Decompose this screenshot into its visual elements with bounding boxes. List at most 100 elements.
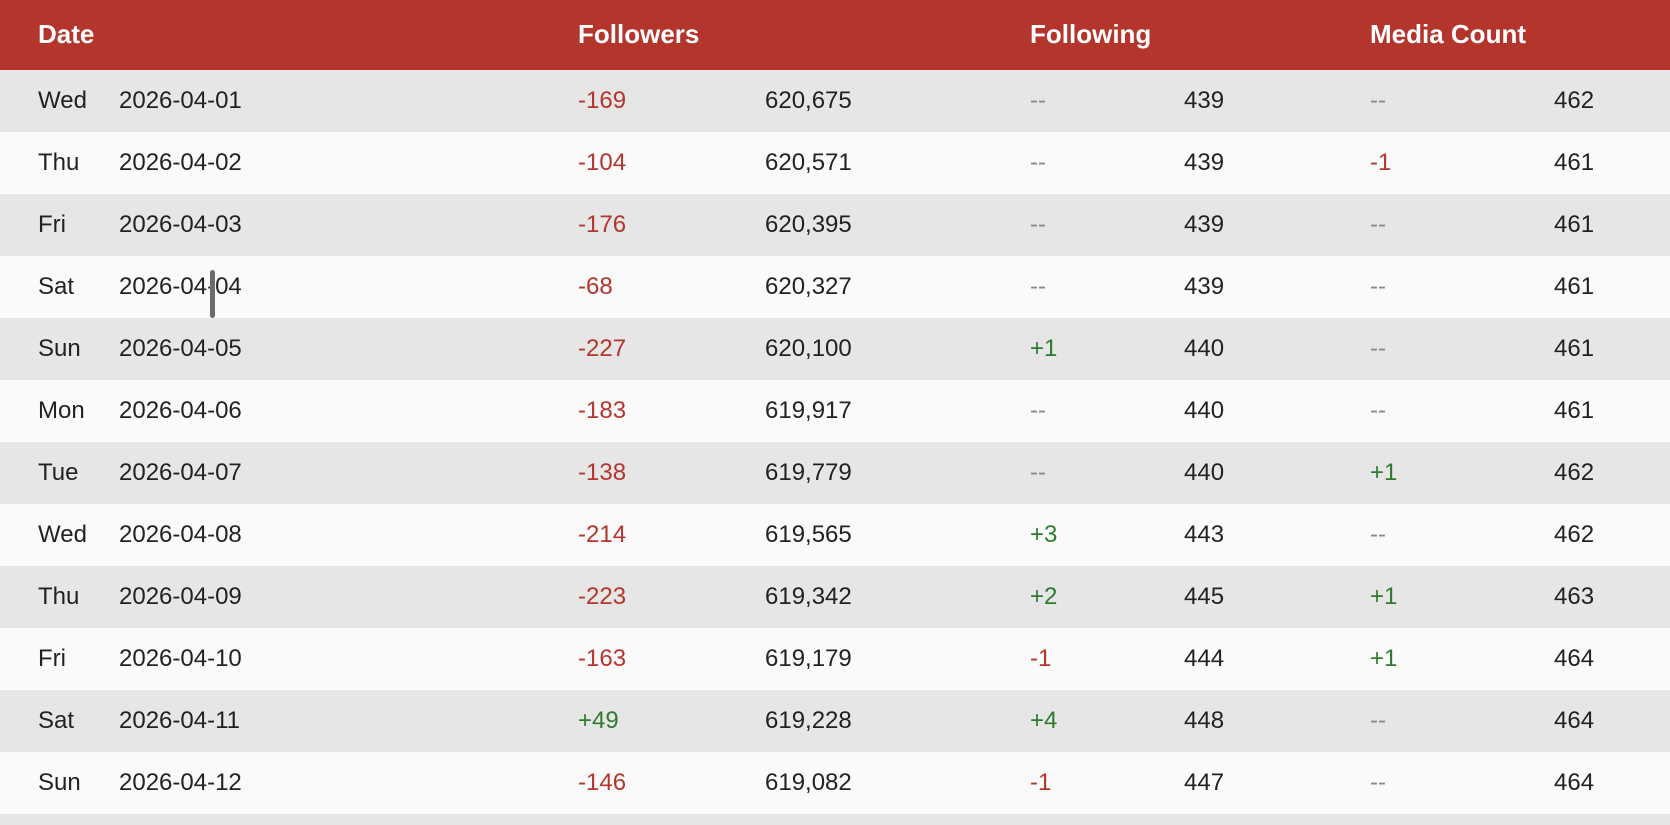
- followers-change-cell: -146: [578, 769, 627, 796]
- following-value-cell: 448: [1184, 707, 1225, 734]
- following-change-cell: +4: [1030, 707, 1058, 734]
- media-change-cell: --: [1370, 335, 1386, 362]
- day-cell: Wed: [38, 521, 87, 548]
- date-cell: 2026-04-06: [119, 397, 242, 424]
- followers-value-cell: 619,082: [765, 769, 852, 796]
- date-cell: 2026-04-09: [119, 583, 242, 610]
- followers-value-cell: 620,100: [765, 335, 852, 362]
- media-value-cell: 464: [1554, 645, 1595, 672]
- following-value-cell: 443: [1184, 521, 1225, 548]
- followers-change-cell: -183: [578, 397, 627, 424]
- following-change-cell: +2: [1030, 583, 1058, 610]
- followers-change-cell: -176: [578, 211, 627, 238]
- media-change-cell: +1: [1370, 645, 1398, 672]
- followers-change-cell: -214: [578, 521, 627, 548]
- followers-value-cell: 619,228: [765, 707, 852, 734]
- table-row: Wed 2026-04-08 -214 619,565 +3 443 -- 462: [0, 504, 1670, 566]
- table-row: Wed 2026-04-01 -169 620,675 -- 439 -- 462: [0, 70, 1670, 132]
- table-row: Sat 2026-04-04 -68 620,327 -- 439 -- 461: [0, 256, 1670, 318]
- following-value-cell: 440: [1184, 459, 1225, 486]
- header-media-count[interactable]: Media Count: [1370, 19, 1526, 49]
- following-value-cell: 439: [1184, 149, 1225, 176]
- drag-handle[interactable]: [210, 270, 215, 318]
- media-value-cell: 462: [1554, 459, 1595, 486]
- followers-value-cell: 620,571: [765, 149, 852, 176]
- table-header: Date Followers Following Media Count: [0, 0, 1670, 70]
- date-cell: 2026-04-04: [119, 273, 242, 300]
- followers-change-cell: -227: [578, 335, 627, 362]
- date-cell: 2026-04-05: [119, 335, 242, 362]
- media-change-cell: --: [1370, 707, 1386, 734]
- following-change-cell: --: [1030, 87, 1046, 114]
- media-value-cell: 463: [1554, 583, 1595, 610]
- following-value-cell: 440: [1184, 397, 1225, 424]
- following-change-cell: --: [1030, 273, 1046, 300]
- header-following[interactable]: Following: [1030, 19, 1152, 49]
- media-change-cell: --: [1370, 521, 1386, 548]
- media-value-cell: 461: [1554, 397, 1595, 424]
- day-cell: Fri: [38, 211, 66, 238]
- day-cell: Mon: [38, 397, 85, 424]
- date-cell: 2026-04-11: [119, 707, 240, 734]
- media-value-cell: 461: [1554, 273, 1595, 300]
- day-cell: Sun: [38, 769, 81, 796]
- followers-change-cell: -104: [578, 149, 627, 176]
- date-cell: 2026-04-01: [119, 87, 242, 114]
- following-value-cell: 439: [1184, 87, 1225, 114]
- table-row-partial: [0, 814, 1670, 825]
- table-row: Sun 2026-04-05 -227 620,100 +1 440 -- 461: [0, 318, 1670, 380]
- media-value-cell: 461: [1554, 211, 1595, 238]
- table-row: Fri 2026-04-10 -163 619,179 -1 444 +1 464: [0, 628, 1670, 690]
- date-cell: 2026-04-07: [119, 459, 242, 486]
- following-change-cell: --: [1030, 149, 1046, 176]
- media-change-cell: --: [1370, 273, 1386, 300]
- following-value-cell: 444: [1184, 645, 1225, 672]
- date-cell: 2026-04-03: [119, 211, 242, 238]
- following-value-cell: 445: [1184, 583, 1225, 610]
- day-cell: Wed: [38, 87, 87, 114]
- following-change-cell: --: [1030, 459, 1046, 486]
- followers-value-cell: 620,395: [765, 211, 852, 238]
- followers-change-cell: -138: [578, 459, 627, 486]
- media-value-cell: 461: [1554, 149, 1595, 176]
- table-row: Mon 2026-04-06 -183 619,917 -- 440 -- 461: [0, 380, 1670, 442]
- day-cell: Sat: [38, 273, 75, 300]
- table-row: Thu 2026-04-09 -223 619,342 +2 445 +1 463: [0, 566, 1670, 628]
- following-change-cell: +1: [1030, 335, 1058, 362]
- media-change-cell: --: [1370, 211, 1386, 238]
- media-change-cell: --: [1370, 397, 1386, 424]
- header-date[interactable]: Date: [38, 19, 95, 49]
- followers-value-cell: 619,179: [765, 645, 852, 672]
- table-row: Thu 2026-04-02 -104 620,571 -- 439 -1 461: [0, 132, 1670, 194]
- media-value-cell: 464: [1554, 707, 1595, 734]
- day-cell: Sun: [38, 335, 81, 362]
- followers-change-cell: -68: [578, 273, 613, 300]
- following-change-cell: -1: [1030, 769, 1052, 796]
- followers-value-cell: 619,342: [765, 583, 852, 610]
- date-cell: 2026-04-08: [119, 521, 242, 548]
- table-row: Tue 2026-04-07 -138 619,779 -- 440 +1 462: [0, 442, 1670, 504]
- followers-change-cell: -169: [578, 87, 627, 114]
- media-value-cell: 462: [1554, 521, 1595, 548]
- date-cell: 2026-04-10: [119, 645, 242, 672]
- media-value-cell: 462: [1554, 87, 1595, 114]
- table-row: Sat 2026-04-11 +49 619,228 +4 448 -- 464: [0, 690, 1670, 752]
- followers-value-cell: 620,675: [765, 87, 852, 114]
- following-value-cell: 447: [1184, 769, 1225, 796]
- media-value-cell: 464: [1554, 769, 1595, 796]
- media-change-cell: --: [1370, 87, 1386, 114]
- media-change-cell: +1: [1370, 583, 1398, 610]
- date-cell: 2026-04-02: [119, 149, 242, 176]
- day-cell: Sat: [38, 707, 75, 734]
- media-value-cell: 461: [1554, 335, 1595, 362]
- followers-change-cell: -223: [578, 583, 627, 610]
- day-cell: Thu: [38, 149, 80, 176]
- followers-value-cell: 619,917: [765, 397, 852, 424]
- table-body: Wed 2026-04-01 -169 620,675 -- 439 -- 462 Thu 202…: [0, 70, 1670, 814]
- followers-change-cell: -163: [578, 645, 627, 672]
- following-value-cell: 439: [1184, 211, 1225, 238]
- day-cell: Tue: [38, 459, 79, 486]
- header-followers[interactable]: Followers: [578, 19, 700, 49]
- day-cell: Fri: [38, 645, 66, 672]
